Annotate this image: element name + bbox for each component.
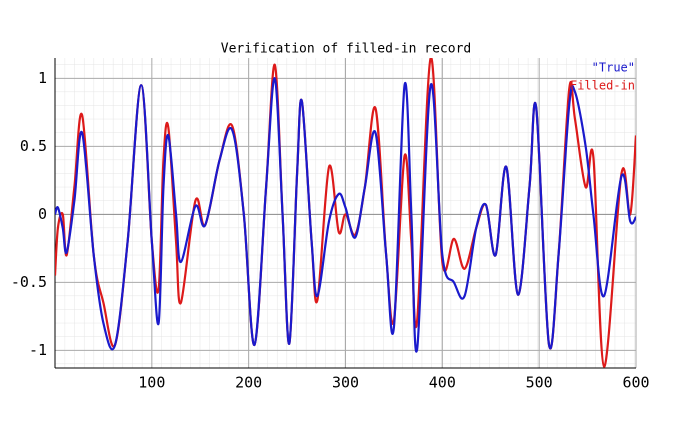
legend-label: Filled-in (570, 79, 635, 93)
legend-label: "True" (592, 61, 635, 75)
y-tick-label: -0.5 (11, 273, 47, 291)
series-line (55, 77, 636, 353)
x-tick-label: 200 (235, 374, 262, 392)
y-tick-label: -1 (29, 341, 47, 359)
y-tick-label: 0.5 (20, 137, 47, 155)
y-tick-label: 0 (38, 205, 47, 223)
y-tick-label: 1 (38, 69, 47, 87)
x-tick-label: 400 (429, 374, 456, 392)
chart-title: Verification of filled-in record (221, 42, 471, 57)
x-tick-label: 100 (138, 374, 165, 392)
x-tick-label: 600 (622, 374, 649, 392)
x-tick-label: 300 (332, 374, 359, 392)
x-tick-label: 500 (526, 374, 553, 392)
